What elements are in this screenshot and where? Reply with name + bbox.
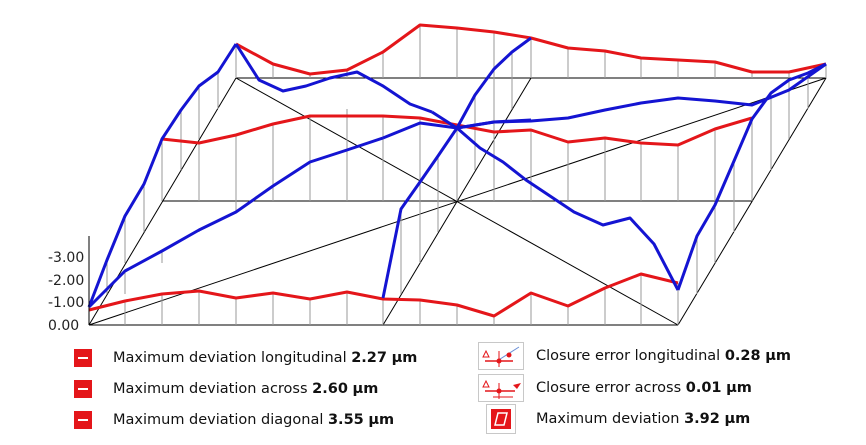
legend-item-max-deviation: Maximum deviation 3.92 µm: [486, 404, 751, 434]
legend-value: 3.92: [684, 411, 720, 427]
front-deviation-curve: [88, 272, 679, 318]
legend-value: 2.27: [351, 350, 387, 366]
anti-diagonal-deviation-curve: [234, 43, 433, 114]
legend-label: Closure error across: [536, 380, 682, 396]
legend-item-max-deviation-across: Maximum deviation across 2.60 µm: [70, 376, 378, 402]
diagonal-deviation-curve: [87, 136, 384, 309]
anti-diagonal-deviation-curve: [431, 110, 680, 291]
legend-unit: µm: [724, 411, 751, 427]
y-tick-label: 0.00: [48, 318, 79, 334]
legend-item-max-deviation-longitudinal: Maximum deviation longitudinal 2.27 µm: [70, 345, 417, 371]
legend-label: Maximum deviation diagonal: [113, 412, 324, 428]
legend-value: 3.55: [327, 412, 364, 428]
red-dash-icon: [70, 345, 96, 371]
legend-value: 0.01: [685, 380, 722, 396]
legend-item-closure-error-across: Closure error across 0.01 µm: [478, 374, 752, 402]
legend-unit: µm: [391, 350, 418, 366]
legend-unit: µm: [726, 380, 752, 396]
y-tick-label: -1.00: [48, 295, 84, 311]
closure-longitudinal-icon: [478, 342, 524, 370]
right-edge-deviation-curve: [676, 62, 827, 291]
legend-value: 2.60: [312, 381, 348, 397]
y-tick-label: -2.00: [48, 273, 84, 289]
legend-label: Maximum deviation longitudinal: [113, 350, 347, 366]
y-axis: -3.00 -2.00 -1.00 0.00: [48, 236, 90, 334]
left-edge-deviation-curve: [87, 43, 238, 308]
red-dash-icon: [70, 376, 96, 402]
deviation-stems: [88, 25, 827, 325]
inner-across-deviation-curve: [456, 62, 827, 130]
red-dash-icon: [70, 407, 96, 433]
legend-item-max-deviation-diagonal: Maximum deviation diagonal 3.55 µm: [70, 407, 394, 433]
max-deviation-glyph: [491, 409, 511, 429]
legend-unit: µm: [352, 381, 379, 397]
legend-label: Maximum deviation across: [113, 381, 308, 397]
closure-longitudinal-glyph: [482, 346, 520, 367]
legend-label: Closure error longitudinal: [536, 348, 721, 364]
y-tick-label: -3.00: [48, 250, 84, 266]
closure-across-icon: [478, 374, 524, 402]
closure-across-glyph: [482, 379, 521, 399]
legend-value: 0.28: [724, 348, 761, 364]
legend-item-closure-error-longitudinal: Closure error longitudinal 0.28 µm: [478, 342, 791, 370]
deviation-curves: [87, 23, 827, 318]
max-deviation-icon: [486, 404, 516, 434]
legend-unit: µm: [368, 412, 395, 428]
legend-unit: µm: [765, 348, 791, 364]
legend-label: Maximum deviation: [536, 411, 680, 427]
